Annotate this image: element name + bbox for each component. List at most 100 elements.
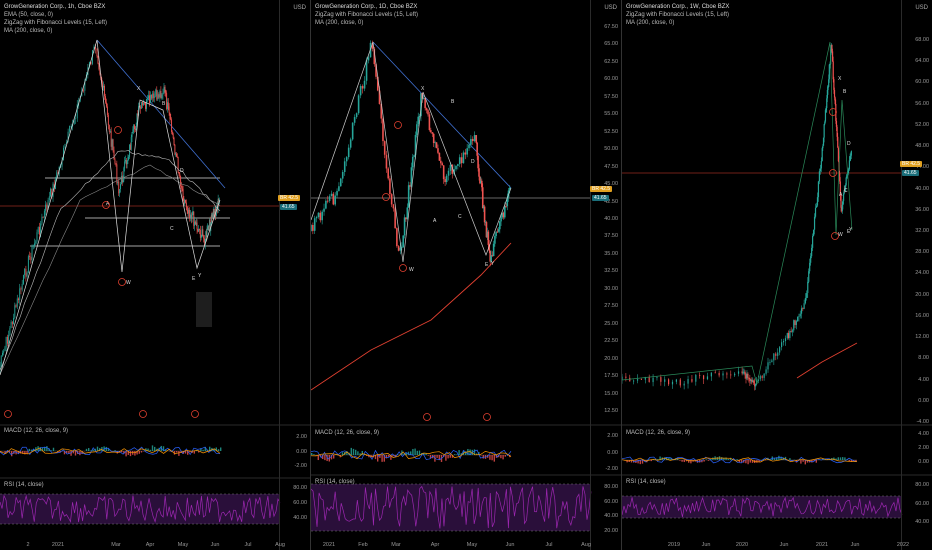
candle-body xyxy=(357,95,360,114)
panel-divider[interactable] xyxy=(310,0,311,550)
rsi-label[interactable]: RSI (14, close) xyxy=(4,482,44,488)
wave-label: D xyxy=(471,159,475,165)
macd-histogram-bar xyxy=(839,457,842,460)
study-zigzag[interactable]: ZigZag with Fibonacci Levels (15, Left) xyxy=(315,12,419,18)
legend-1d: GrowGeneration Corp., 1D, Cboe BZX ZigZa… xyxy=(315,3,418,27)
study-ma[interactable]: MA (200, close, 0) xyxy=(4,28,53,34)
candle-body xyxy=(355,113,358,118)
candle-body xyxy=(209,219,210,226)
candle-body xyxy=(476,142,478,156)
candle-body xyxy=(750,379,752,382)
macd-histogram-bar xyxy=(460,453,462,455)
candle-body xyxy=(109,131,111,132)
macd-histogram-bar xyxy=(815,460,817,463)
symbol-title: GrowGeneration Corp., 1D, Cboe BZX xyxy=(315,4,418,10)
price-axis-1d[interactable]: USD 67.50 65.00 62.50 60.00 57.50 55.00 52.50 5… xyxy=(590,0,621,550)
macd-histogram-bar xyxy=(707,460,710,461)
macd-histogram-bar xyxy=(101,446,103,451)
macd-histogram-bar xyxy=(690,460,692,464)
candle-body xyxy=(403,217,406,236)
candle-body xyxy=(113,150,115,160)
panel-divider[interactable] xyxy=(621,0,622,550)
candle-body xyxy=(106,102,107,107)
macd-histogram-bar xyxy=(414,448,416,455)
macd-histogram-bar xyxy=(99,448,101,451)
candle-body xyxy=(190,214,192,219)
candle-body xyxy=(722,373,724,376)
candle-body xyxy=(828,79,830,87)
candle-body xyxy=(51,188,53,197)
candle-body xyxy=(418,116,421,117)
rsi-label[interactable]: RSI (14, close) xyxy=(315,479,355,485)
candle-body xyxy=(399,247,402,251)
candle-body xyxy=(416,124,418,135)
wave-label: A xyxy=(839,192,843,198)
date-label: 2 xyxy=(26,542,30,548)
price-tick: 12.00 xyxy=(915,334,929,341)
candle-body xyxy=(468,144,470,149)
macd-histogram-bar xyxy=(502,455,504,460)
chart-canvas-1d[interactable]: X B D A C W E Y xyxy=(311,0,621,550)
chart-canvas-1w[interactable]: X B D AC W EY xyxy=(622,0,932,550)
wave-circle-marker xyxy=(102,201,110,209)
macd-histogram-bar xyxy=(145,448,147,451)
candle-body xyxy=(205,231,207,241)
candle-body xyxy=(656,377,658,378)
candle-body xyxy=(194,221,196,225)
candle-body xyxy=(84,80,86,91)
candle-body xyxy=(499,221,501,230)
candle-body xyxy=(648,376,650,383)
candle-body xyxy=(742,372,744,374)
macd-histogram-bar xyxy=(445,455,447,461)
study-ma[interactable]: MA (200, close, 0) xyxy=(315,20,364,26)
candle-body xyxy=(211,214,213,219)
candle-body xyxy=(664,379,666,382)
rsi-label[interactable]: RSI (14, close) xyxy=(626,479,666,485)
candle-body xyxy=(189,209,191,218)
candle-body xyxy=(14,305,16,318)
candle-body xyxy=(347,147,350,158)
chart-canvas-1h[interactable]: X B D A C W E Y xyxy=(0,0,310,550)
candle-body xyxy=(434,142,436,144)
wave-label: W xyxy=(409,267,414,273)
price-tick: 0.00 xyxy=(918,397,929,404)
rsi-tick: 40.00 xyxy=(293,515,307,521)
study-zigzag[interactable]: ZigZag with Fibonacci Levels (15, Left) xyxy=(4,20,108,26)
candle-body xyxy=(759,376,761,380)
candle-body xyxy=(793,320,795,331)
candle-body xyxy=(9,328,11,336)
candle-body xyxy=(431,132,434,134)
candle-body xyxy=(188,209,190,214)
study-ema[interactable]: EMA (50, close, 0) xyxy=(4,12,54,18)
candle-body xyxy=(47,199,49,210)
study-ma[interactable]: MA (200, close, 0) xyxy=(626,20,675,26)
candle-body xyxy=(182,188,184,201)
candle-body xyxy=(8,335,10,344)
macd-histogram-bar xyxy=(668,457,670,460)
candle-body xyxy=(156,89,158,100)
candle-body xyxy=(118,181,120,194)
candle-body xyxy=(121,175,123,183)
candle-body xyxy=(710,372,712,377)
macd-label[interactable]: MACD (12, 26, close, 9) xyxy=(4,428,69,434)
macd-histogram-bar xyxy=(136,451,138,455)
macd-label[interactable]: MACD (12, 26, close, 9) xyxy=(315,430,380,436)
candle-body xyxy=(496,231,499,233)
date-label: 2020 xyxy=(735,542,749,548)
macd-label[interactable]: MACD (12, 26, close, 9) xyxy=(626,430,691,436)
price-axis-1w[interactable]: USD 68.00 64.00 60.00 56.00 52.00 48.00 44.00 4… xyxy=(901,0,932,550)
candle-body xyxy=(777,352,779,356)
study-zigzag[interactable]: ZigZag with Fibonacci Levels (15, Left) xyxy=(626,12,730,18)
price-axis-1h[interactable]: USD 2.00 0.00 -2.00 80.00 60.00 40.00 xyxy=(279,0,310,550)
candle-body xyxy=(73,118,75,125)
candle-body xyxy=(819,168,821,172)
macd-histogram-bar xyxy=(187,451,189,455)
macd-histogram-bar xyxy=(209,446,211,451)
candle-body xyxy=(447,170,450,176)
candle-body xyxy=(808,271,810,282)
candle-body xyxy=(394,208,396,229)
trendline xyxy=(372,41,512,189)
